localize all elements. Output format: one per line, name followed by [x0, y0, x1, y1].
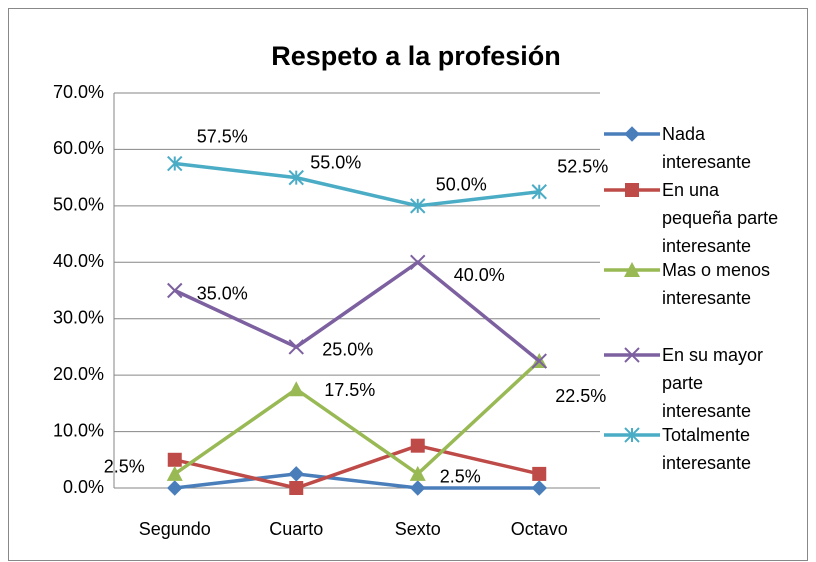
- marker: [410, 480, 426, 496]
- marker: [409, 465, 426, 481]
- series-line: [174, 161, 540, 208]
- marker: [624, 262, 640, 277]
- data-label: 2.5%: [104, 457, 145, 477]
- legend-label: Totalmente interesante: [662, 425, 752, 473]
- x-tick-label: Cuarto: [269, 519, 323, 539]
- marker: [531, 184, 547, 200]
- marker: [624, 126, 640, 142]
- marker: [167, 452, 182, 467]
- series-line: [173, 359, 541, 477]
- data-label: 17.5%: [324, 380, 375, 400]
- legend-label: Mas o menos interesante: [662, 260, 771, 308]
- y-tick-label: 10.0%: [53, 420, 104, 440]
- legend-label: En una pequeña parte interesante: [662, 180, 779, 256]
- chart-title: Respeto a la profesión: [271, 41, 561, 71]
- marker: [167, 155, 183, 172]
- x-tick-label: Sexto: [395, 519, 441, 539]
- marker: [288, 381, 305, 397]
- marker: [531, 353, 547, 369]
- marker: [167, 480, 183, 496]
- marker: [625, 183, 639, 197]
- marker: [289, 481, 304, 495]
- marker: [166, 465, 183, 481]
- marker: [288, 339, 304, 355]
- data-label: 57.5%: [197, 126, 248, 146]
- y-tick-label: 0.0%: [63, 477, 104, 497]
- x-tick-label: Segundo: [139, 519, 211, 539]
- data-label: 25.0%: [322, 340, 373, 360]
- data-label: 22.5%: [555, 386, 606, 406]
- marker: [410, 198, 426, 214]
- y-tick-label: 30.0%: [53, 307, 104, 327]
- series-line: [174, 472, 540, 490]
- series-line: [174, 443, 540, 490]
- y-tick-label: 40.0%: [53, 251, 104, 271]
- data-label: 55.0%: [310, 152, 361, 172]
- series-line: [174, 260, 541, 363]
- y-tick-label: 60.0%: [53, 138, 104, 158]
- legend-label: En su mayor parte interesante: [662, 345, 764, 421]
- marker: [288, 169, 304, 186]
- marker: [410, 438, 425, 453]
- y-tick-label: 70.0%: [53, 82, 104, 102]
- x-tick-label: Octavo: [511, 519, 568, 539]
- y-tick-label: 20.0%: [53, 364, 104, 384]
- data-label: 2.5%: [440, 467, 481, 487]
- legend-label: Nada interesante: [662, 124, 752, 172]
- marker: [624, 347, 640, 363]
- data-label: 35.0%: [197, 283, 248, 303]
- data-label: 40.0%: [454, 265, 505, 285]
- data-label: 50.0%: [436, 175, 487, 195]
- marker: [167, 282, 183, 299]
- marker: [624, 427, 640, 443]
- marker: [288, 466, 304, 482]
- marker: [531, 480, 547, 496]
- marker: [410, 254, 426, 270]
- marker: [532, 466, 547, 481]
- y-tick-label: 50.0%: [53, 195, 104, 215]
- data-label: 52.5%: [557, 157, 608, 177]
